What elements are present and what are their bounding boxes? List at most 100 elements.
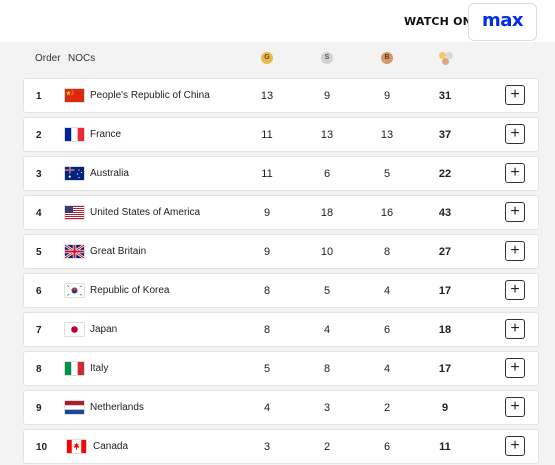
row-order: 7 [36, 325, 42, 336]
silver-count: 18 [320, 207, 334, 219]
bronze-count: 8 [383, 246, 391, 258]
bronze-count: 2 [383, 402, 391, 414]
canada-flag-icon [67, 440, 86, 453]
row-order: 1 [36, 91, 42, 102]
total-count: 17 [438, 363, 452, 375]
expand-row-button[interactable]: + [505, 85, 525, 105]
table-row: 10 Canada 3 2 6 11 + [23, 429, 539, 464]
table-row: 4 United States of America 9 18 16 43 + [23, 195, 539, 230]
nocs-column-header: NOCs [68, 53, 96, 64]
table-header: Order NOCs G S B [0, 44, 555, 72]
row-order: 9 [36, 403, 42, 414]
total-count: 31 [438, 90, 452, 102]
china-flag-icon [65, 89, 84, 102]
total-medals-icon [439, 52, 455, 66]
total-count: 22 [438, 168, 452, 180]
table-row: 1 People's Republic of China 13 9 9 31 + [23, 78, 539, 113]
country-name: People's Republic of China [90, 90, 210, 101]
bronze-count: 6 [383, 441, 391, 453]
japan-flag-icon [65, 323, 84, 336]
gold-count: 3 [263, 441, 271, 453]
expand-row-button[interactable]: + [505, 163, 525, 183]
silver-medal-icon: S [321, 52, 333, 64]
gold-count: 11 [261, 168, 273, 180]
order-column-header: Order [35, 53, 61, 64]
total-count: 9 [441, 402, 449, 414]
table-row: 6 Republic of Korea 8 5 4 17 + [23, 273, 539, 308]
table-row: 3 Australia 11 6 5 22 + [23, 156, 539, 191]
bronze-count: 9 [383, 90, 391, 102]
expand-row-button[interactable]: + [505, 319, 525, 339]
total-count: 27 [438, 246, 452, 258]
gold-count: 4 [263, 402, 271, 414]
expand-row-button[interactable]: + [505, 280, 525, 300]
country-name: Republic of Korea [90, 285, 170, 296]
bronze-medal-icon: B [381, 52, 393, 64]
silver-count: 10 [320, 246, 334, 258]
country-name: France [90, 129, 122, 140]
country-name: Netherlands [90, 402, 144, 413]
silver-count: 6 [323, 168, 331, 180]
gold-count: 9 [263, 207, 271, 219]
country-name: Australia [90, 168, 129, 179]
silver-count: 4 [323, 324, 331, 336]
row-order: 5 [36, 247, 42, 258]
row-order: 10 [36, 442, 48, 453]
silver-count: 13 [320, 129, 334, 141]
silver-count: 3 [323, 402, 331, 414]
country-name: Great Britain [90, 246, 147, 257]
silver-count: 8 [323, 363, 331, 375]
country-name: Canada [93, 441, 129, 452]
bronze-count: 16 [380, 207, 394, 219]
table-row: 7 Japan 8 4 6 18 + [23, 312, 539, 347]
silver-count: 2 [323, 441, 331, 453]
gold-count: 11 [261, 129, 273, 141]
max-logo: max [481, 10, 524, 31]
bronze-count: 4 [383, 285, 391, 297]
usa-flag-icon [65, 206, 84, 219]
total-count: 43 [438, 207, 452, 219]
total-count: 11 [439, 441, 451, 453]
gold-count: 8 [263, 324, 271, 336]
row-order: 4 [36, 208, 42, 219]
row-order: 2 [36, 130, 42, 141]
expand-row-button[interactable]: + [505, 124, 525, 144]
france-flag-icon [65, 128, 84, 141]
bronze-count: 6 [383, 324, 391, 336]
gold-count: 9 [263, 246, 271, 258]
expand-row-button[interactable]: + [505, 358, 525, 378]
row-order: 6 [36, 286, 42, 297]
silver-count: 9 [323, 90, 331, 102]
watch-on-label: WATCH ON [404, 15, 473, 28]
expand-row-button[interactable]: + [505, 202, 525, 222]
total-count: 18 [438, 324, 452, 336]
row-order: 8 [36, 364, 42, 375]
top-bar: WATCH ON max [0, 0, 555, 42]
max-logo-button[interactable]: max [468, 3, 537, 41]
gold-medal-icon: G [261, 52, 273, 64]
expand-row-button[interactable]: + [505, 436, 525, 456]
table-row: 2 France 11 13 13 37 + [23, 117, 539, 152]
gold-count: 5 [263, 363, 271, 375]
country-name: Japan [90, 324, 118, 335]
country-name: United States of America [90, 207, 201, 218]
table-row: 9 Netherlands 4 3 2 9 + [23, 390, 539, 425]
country-name: Italy [90, 363, 109, 374]
korea-flag-icon [65, 284, 84, 297]
bronze-count: 5 [383, 168, 391, 180]
expand-row-button[interactable]: + [505, 241, 525, 261]
gold-count: 8 [263, 285, 271, 297]
row-order: 3 [36, 169, 42, 180]
expand-row-button[interactable]: + [505, 397, 525, 417]
bronze-count: 4 [383, 363, 391, 375]
bronze-count: 13 [380, 129, 394, 141]
table-row: 8 Italy 5 8 4 17 + [23, 351, 539, 386]
gold-count: 13 [260, 90, 274, 102]
italy-flag-icon [65, 362, 84, 375]
table-row: 5 Great Britain 9 10 8 27 + [23, 234, 539, 269]
uk-flag-icon [65, 245, 84, 258]
silver-count: 5 [323, 285, 331, 297]
netherlands-flag-icon [65, 401, 84, 414]
total-count: 17 [438, 285, 452, 297]
total-count: 37 [438, 129, 452, 141]
